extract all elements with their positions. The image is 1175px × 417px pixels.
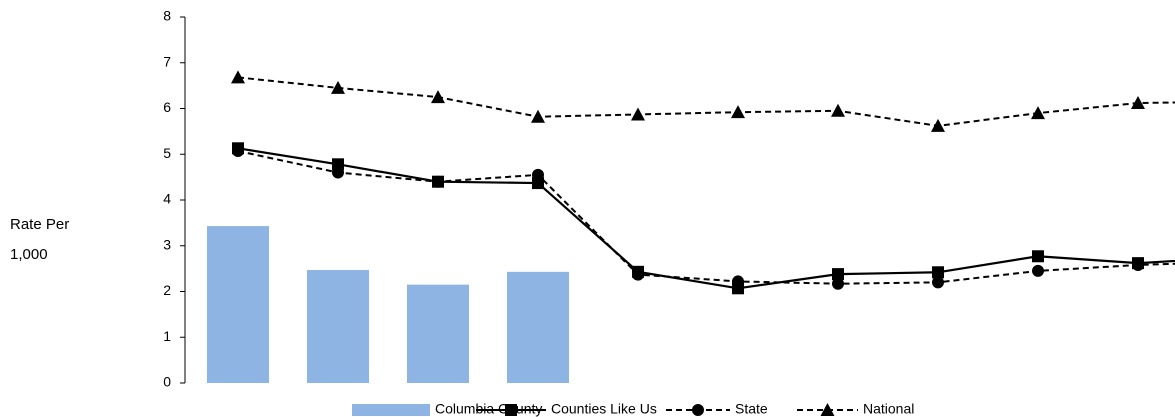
y-tick-label: 2 xyxy=(163,282,171,298)
y-tick-label: 3 xyxy=(163,236,171,252)
point-marker xyxy=(631,107,645,121)
point-marker xyxy=(331,80,345,94)
point-marker xyxy=(1131,96,1145,110)
point-marker xyxy=(1031,106,1045,120)
point-marker xyxy=(1032,250,1044,263)
point-marker xyxy=(332,166,344,179)
bar xyxy=(207,226,269,383)
legend-marker xyxy=(692,404,704,416)
legend-marker xyxy=(820,403,835,416)
y-tick-label: 1 xyxy=(163,328,171,344)
point-marker xyxy=(532,168,544,181)
point-marker xyxy=(632,268,644,281)
point-marker xyxy=(1132,258,1144,271)
legend-label: National xyxy=(863,401,914,417)
point-marker xyxy=(732,275,744,288)
legend-label: State xyxy=(735,401,768,417)
legend-swatch xyxy=(352,404,430,416)
legend-label: Columbia County xyxy=(435,401,542,417)
point-marker xyxy=(531,109,545,123)
point-marker xyxy=(431,90,445,104)
point-marker xyxy=(731,105,745,119)
legend-marker xyxy=(505,404,517,416)
bar xyxy=(407,284,469,383)
y-axis-label: Rate Per 1,000 xyxy=(10,216,70,263)
bar xyxy=(307,269,369,383)
point-marker xyxy=(832,277,844,290)
point-marker xyxy=(831,103,845,117)
point-marker xyxy=(932,276,944,289)
point-marker xyxy=(231,70,245,84)
point-marker xyxy=(432,175,444,188)
point-marker xyxy=(532,177,544,190)
point-marker xyxy=(832,268,844,281)
y-tick-label: 8 xyxy=(163,8,171,24)
y-tick-label: 5 xyxy=(163,145,171,161)
point-marker xyxy=(232,145,244,158)
point-marker xyxy=(931,118,945,132)
y-tick-label: 0 xyxy=(163,374,171,390)
legend-label: Counties Like Us xyxy=(551,401,657,417)
y-tick-label: 6 xyxy=(163,99,171,115)
point-marker xyxy=(932,266,944,279)
y-tick-label: 7 xyxy=(163,53,171,69)
point-marker xyxy=(1032,264,1044,277)
y-tick-label: 4 xyxy=(163,191,171,207)
bar xyxy=(507,271,569,383)
point-marker xyxy=(332,158,344,171)
